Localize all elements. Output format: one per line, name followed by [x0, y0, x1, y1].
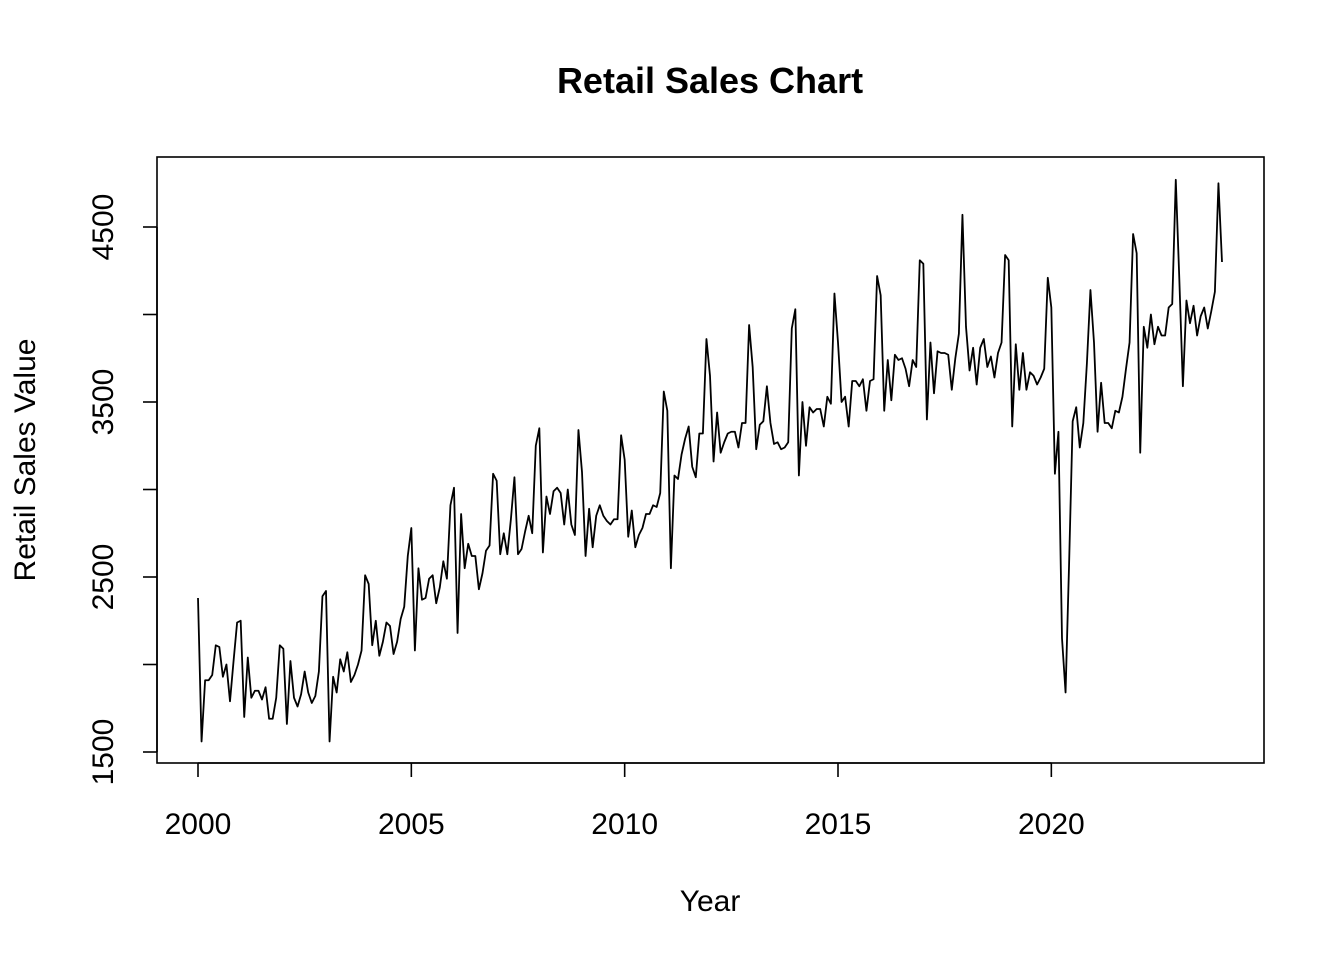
series-line-retail-sales: [197, 178, 1223, 743]
y-axis: 1500 2500 3500 4500: [87, 194, 158, 786]
x-tick-label: 2020: [1018, 808, 1085, 841]
chart-title: Retail Sales Chart: [557, 60, 863, 101]
x-tick-label: 2005: [378, 808, 445, 841]
y-tick-label: 4500: [87, 194, 120, 261]
x-axis: 2000 2005 2010 2015 2020: [165, 762, 1085, 841]
x-tick-label: 2010: [591, 808, 658, 841]
y-tick-label: 1500: [87, 719, 120, 786]
plot-frame: [156, 156, 1265, 764]
x-axis-label: Year: [680, 885, 741, 918]
y-axis-label: Retail Sales Value: [9, 339, 42, 582]
x-tick-label: 2000: [165, 808, 232, 841]
x-tick-label: 2015: [805, 808, 872, 841]
y-tick-label: 3500: [87, 369, 120, 436]
y-tick-label: 2500: [87, 544, 120, 611]
